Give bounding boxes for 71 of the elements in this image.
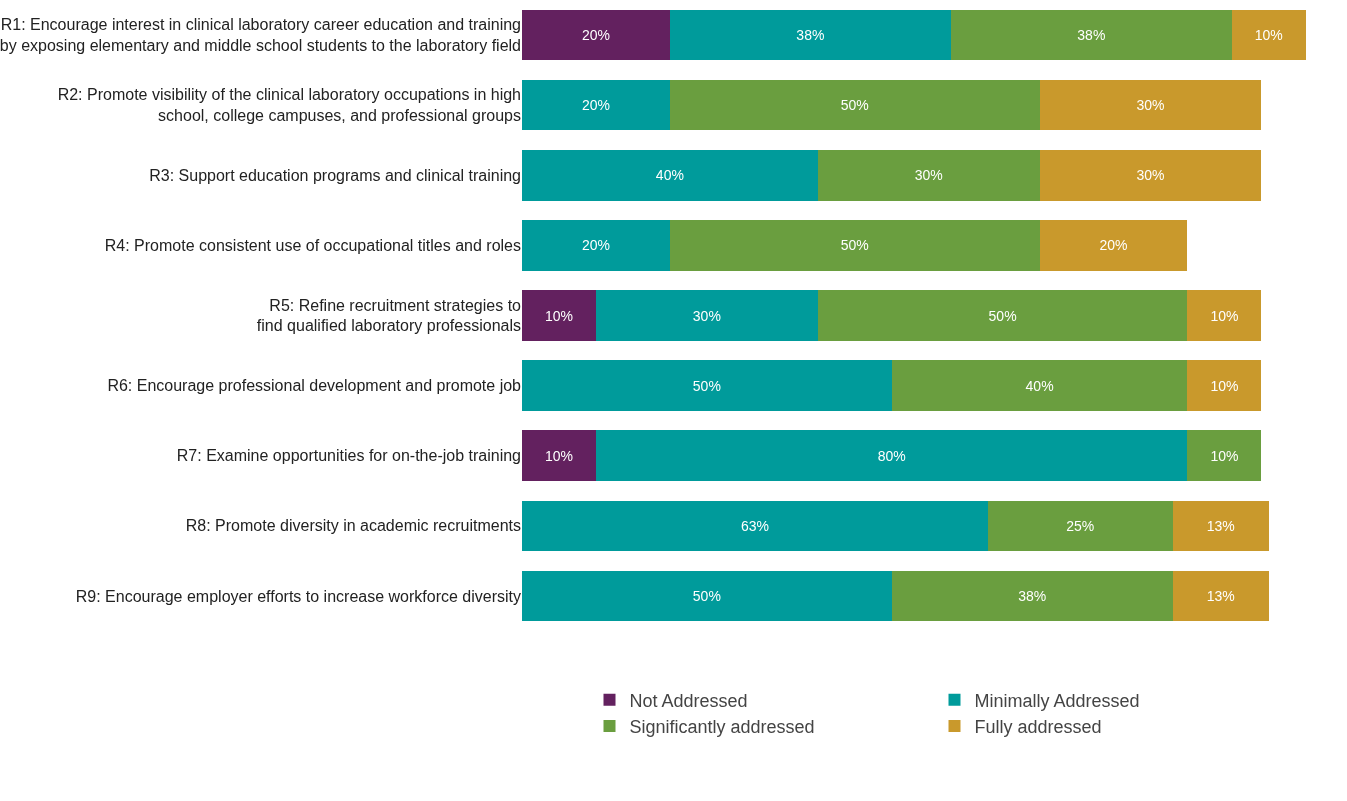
y-tick-label: R2: Promote visibility of the clinical laboratory occupations in high school, college campuses, and professional groups (57, 86, 521, 125)
data-label: 80% (877, 447, 906, 464)
legend-label: Fully addressed (974, 717, 1102, 738)
bar (669, 220, 1040, 271)
y-tick-label: R1: Encourage interest in clinical laboratory career education and training by exposing elementary and middle school students to the laboratory field (0, 16, 521, 55)
data-label: 20% (581, 237, 610, 254)
y-tick-label: R5: Refine recruitment strategies to find qualified laboratory professionals (256, 296, 522, 335)
bar (522, 9, 670, 61)
y-tick-label: R6: Encourage professional development and promote job (107, 377, 522, 395)
data-label: 25% (1066, 517, 1095, 534)
bar (595, 290, 818, 341)
bar (1039, 220, 1188, 271)
data-label: 63% (740, 517, 769, 534)
bar (1172, 570, 1269, 622)
bar (522, 150, 818, 201)
bar (817, 290, 1188, 341)
bar (1172, 500, 1269, 552)
bar (522, 360, 892, 411)
data-label: 30% (914, 167, 943, 184)
data-label: 40% (655, 167, 684, 184)
data-label: 13% (1206, 587, 1235, 604)
data-label: 38% (1077, 27, 1106, 44)
data-label: 40% (1025, 377, 1054, 394)
y-tick-label: R3: Support education programs and clinical training (149, 166, 521, 184)
y-tick-label: R7: Examine opportunities for on-the-job training (176, 447, 521, 465)
bar (595, 430, 1188, 481)
data-label: 50% (692, 587, 721, 604)
legend-label: Not Addressed (629, 690, 748, 711)
bar (891, 570, 1173, 622)
data-label: 38% (1018, 587, 1047, 604)
data-label: 30% (1136, 167, 1165, 184)
data-label: 10% (1210, 377, 1239, 394)
data-label: 38% (796, 27, 825, 44)
data-label: 50% (840, 237, 869, 254)
data-label: 20% (1099, 237, 1128, 254)
bar (669, 79, 1040, 131)
bar (1187, 290, 1262, 341)
data-label: 30% (1136, 97, 1165, 114)
y-tick-label: R9: Encourage employer efforts to increase workforce diversity (75, 587, 521, 605)
bar (950, 9, 1232, 61)
bar (522, 430, 596, 481)
bar (522, 500, 988, 552)
data-label: 20% (581, 27, 610, 44)
bar (522, 79, 670, 131)
legend-label: Significantly addressed (629, 717, 815, 738)
y-tick-label: R4: Promote consistent use of occupational titles and roles (104, 236, 521, 254)
bar (522, 220, 670, 271)
data-label: 10% (544, 307, 573, 324)
bar (1187, 360, 1262, 411)
bar (522, 290, 596, 341)
data-label: 10% (1210, 447, 1239, 464)
data-label: 50% (692, 377, 721, 394)
bar (987, 500, 1173, 552)
bar (891, 360, 1188, 411)
bar (1039, 79, 1262, 131)
data-label: 10% (1210, 307, 1239, 324)
bar (1187, 430, 1262, 481)
bar (1231, 9, 1306, 61)
data-label: 50% (988, 307, 1017, 324)
y-tick-label: R8: Promote diversity in academic recruitments (185, 517, 521, 535)
data-label: 30% (692, 307, 721, 324)
bar (522, 570, 892, 622)
bar (669, 9, 951, 61)
data-label: 13% (1206, 517, 1235, 534)
bar (817, 150, 1040, 201)
data-label: 10% (544, 447, 573, 464)
data-label: 10% (1254, 27, 1283, 44)
legend-label: Minimally Addressed (974, 690, 1140, 711)
data-label: 20% (581, 97, 610, 114)
bar (1039, 150, 1262, 201)
data-label: 50% (840, 97, 869, 114)
